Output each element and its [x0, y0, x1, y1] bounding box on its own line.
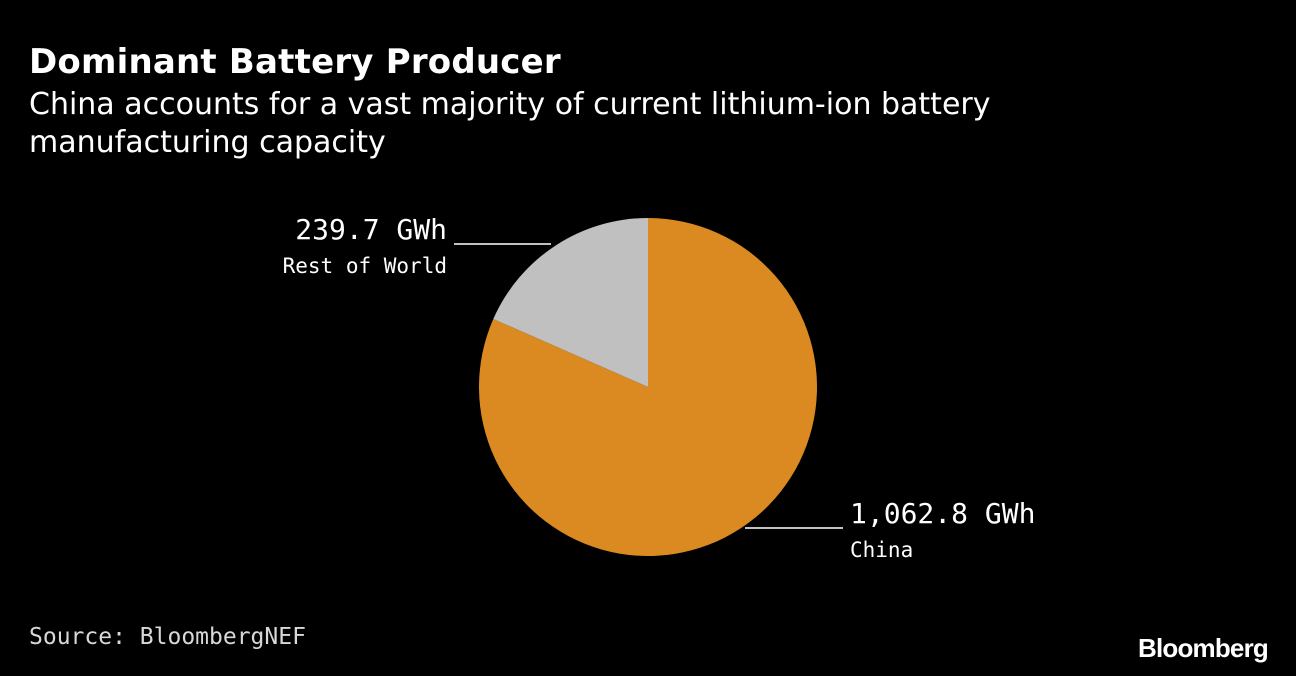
pie-slices [478, 218, 817, 556]
chart-title: Dominant Battery Producer [29, 42, 561, 82]
chart-subtitle: China accounts for a vast majority of cu… [29, 87, 991, 160]
value-label-china: 1,062.8 GWh [850, 497, 1035, 530]
pie-slice-china [478, 218, 817, 556]
bloomberg-logo: Bloomberg [1137, 633, 1269, 663]
pie-slice-rest-of-world [493, 218, 648, 387]
category-label-china: China [850, 538, 913, 562]
leader-lines [454, 243, 843, 529]
category-label-rest-of-world: Rest of World [283, 254, 447, 278]
source-note: Source: BloombergNEF [29, 624, 306, 650]
value-label-rest-of-world: 239.7 GWh [295, 213, 447, 246]
slice-labels: 1,062.8 GWh China 239.7 GWh Rest of World [283, 213, 1036, 562]
